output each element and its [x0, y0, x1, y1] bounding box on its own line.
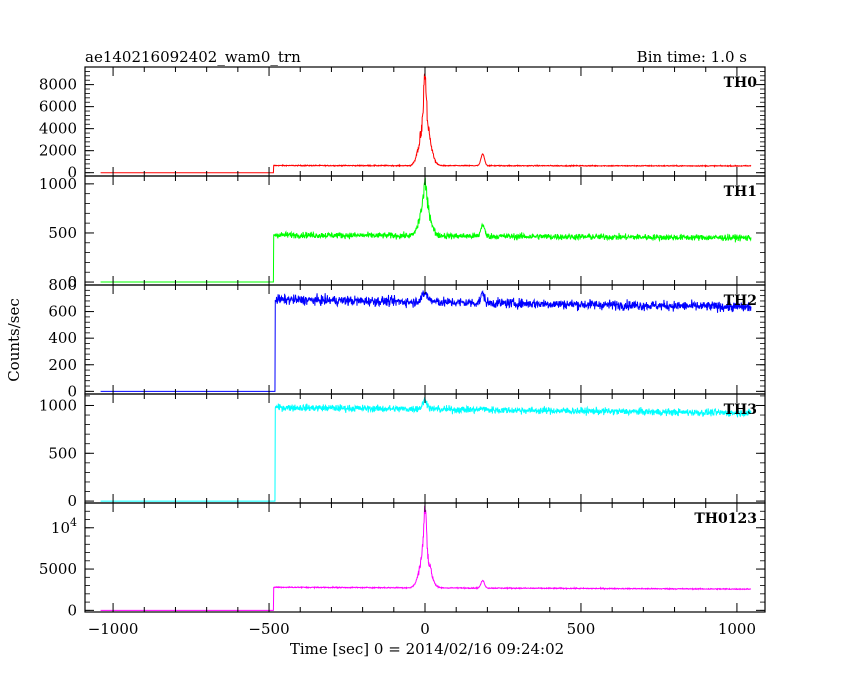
y-tick-label: 0	[67, 164, 77, 182]
bin-time-label: Bin time: 1.0 s	[637, 48, 747, 66]
y-tick-label: 0	[67, 601, 77, 619]
y-tick-label: 200	[48, 356, 77, 374]
panel-frame	[84, 175, 766, 286]
x-tick-label: 0	[420, 620, 430, 638]
y-tick-label: 1000	[39, 396, 77, 414]
panel-label-th2: TH2	[724, 293, 757, 309]
panel-th1: 0 500 1000 TH1	[39, 175, 766, 291]
y-tick-label: 800	[48, 276, 77, 294]
panel-label-th3: TH3	[724, 402, 757, 418]
y-tick-label: 0	[67, 492, 77, 510]
x-tick-label: −1000	[88, 620, 139, 638]
observation-id-title: ae140216092402_wam0_trn	[85, 48, 301, 66]
panel-label-th0: TH0	[724, 75, 758, 91]
series-line-th2	[100, 289, 752, 392]
y-tick-label: 6000	[39, 98, 77, 116]
y-tick-label: 0	[67, 273, 77, 291]
series-line-th3	[100, 397, 752, 502]
y-tick-label: 0	[67, 382, 77, 400]
x-tick-label: −500	[248, 620, 289, 638]
y-tick-label: 4000	[39, 120, 77, 138]
panel-th0: 0 2000 4000 6000 8000 TH0	[39, 66, 766, 182]
series-line-th1	[100, 176, 752, 283]
panel-th2: 0 200 400 600 800 TH2	[48, 276, 766, 400]
y-tick-label: 5000	[39, 560, 77, 578]
panel-frame	[84, 66, 766, 177]
panel-frame	[84, 502, 766, 613]
y-tick-label: 500	[48, 444, 77, 462]
x-axis-label: Time [sec] 0 = 2014/02/16 09:24:02	[290, 640, 564, 658]
y-tick-label: 400	[48, 329, 77, 347]
x-tick-label: 1000	[718, 620, 756, 638]
y-tick-label: 8000	[39, 76, 77, 94]
y-tick-label: 500	[48, 224, 77, 242]
series-line-th0123	[100, 505, 752, 611]
y-tick-label: 104	[51, 516, 77, 537]
y-tick-label: 1000	[39, 175, 77, 193]
series-line-th0	[100, 73, 752, 174]
panel-th0123: 0 5000 104 TH0123	[39, 502, 766, 619]
y-axis-label: Counts/sec	[5, 298, 23, 382]
panel-label-th0123: TH0123	[694, 511, 757, 527]
panel-frame	[84, 284, 766, 395]
panel-label-th1: TH1	[724, 184, 757, 200]
y-tick-label: 600	[48, 303, 77, 321]
panel-th3: 0 500 1000 TH3	[39, 393, 766, 510]
x-tick-label: 500	[567, 620, 596, 638]
y-tick-label: 2000	[39, 142, 77, 160]
